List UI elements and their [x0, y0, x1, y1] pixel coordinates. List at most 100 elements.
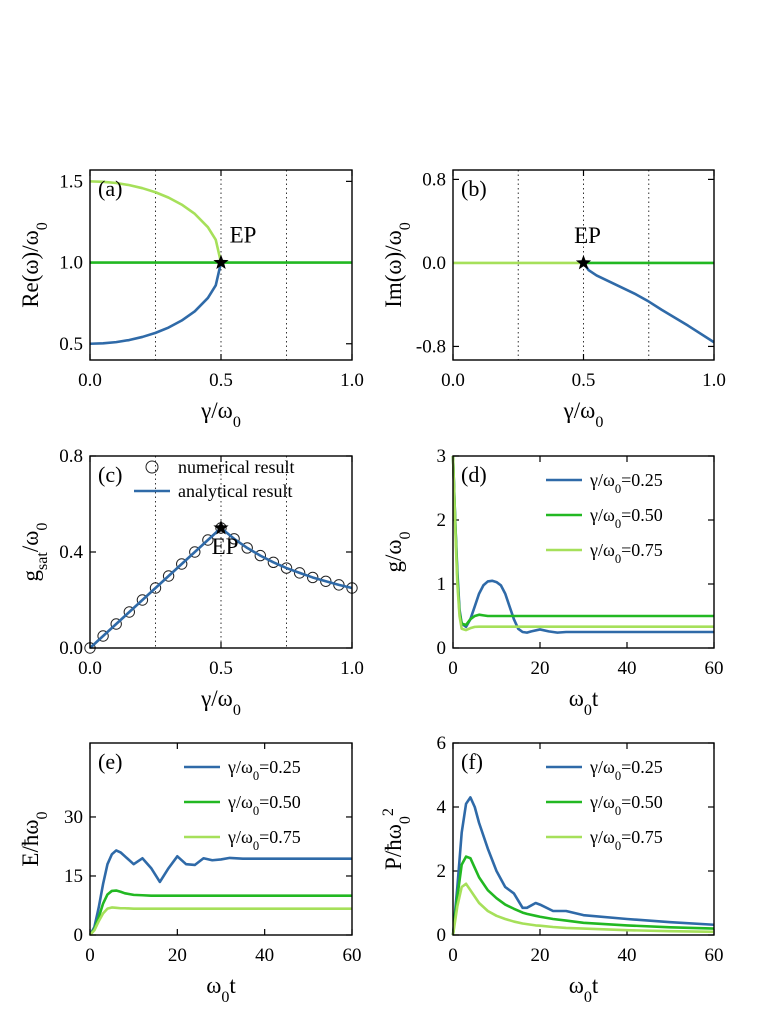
data-line	[451, 796, 715, 936]
x-tick-label: 1.0	[702, 370, 726, 391]
label-part: 0	[253, 804, 259, 818]
y-tick-label: 6	[437, 733, 447, 754]
x-tick-label: 0.0	[441, 370, 465, 391]
panel-label: (f)	[461, 749, 483, 774]
label-part: γ/ω	[200, 686, 233, 711]
data-line	[451, 455, 714, 627]
label-part: γ/ω	[589, 470, 615, 490]
label-part: γ/ω	[563, 398, 596, 423]
x-tick-label: 1.0	[340, 370, 364, 391]
label-part: γ/ω	[227, 792, 253, 812]
label-part: 0	[615, 839, 621, 853]
x-tick-label: 0.0	[78, 658, 102, 679]
ep-star	[213, 254, 229, 270]
label-part: =0.25	[621, 757, 663, 777]
legend-label: γ/ω0=0.75	[589, 827, 663, 853]
data-point	[241, 542, 253, 554]
legend-label: numerical result	[178, 457, 294, 477]
y-tick-label: 0.8	[59, 446, 83, 467]
x-tick-label: 0.5	[209, 658, 233, 679]
data-point	[307, 571, 319, 584]
data-point	[162, 570, 175, 582]
y-tick-label: -0.8	[416, 336, 446, 357]
label-part: γ/ω	[227, 827, 253, 847]
data-point	[254, 549, 266, 562]
y-tick-label: 0	[437, 638, 447, 659]
data-line	[582, 262, 715, 344]
x-tick-label: 0	[448, 658, 458, 679]
label-part: 0	[34, 222, 51, 230]
legend-label: γ/ω0=0.25	[589, 757, 663, 783]
y-tick-label: 0.0	[422, 253, 446, 274]
label-part: =0.50	[259, 792, 301, 812]
y-tick-label: 15	[64, 866, 83, 887]
label-part: analytical result	[178, 481, 292, 501]
x-tick-label: 60	[705, 658, 724, 679]
x-axis-label: γ/ω0	[200, 398, 241, 431]
data-line	[88, 849, 352, 936]
label-part: 0	[233, 702, 241, 719]
y-axis-label: P/ħω02	[380, 808, 414, 870]
data-point	[123, 606, 136, 618]
y-tick-label: 0	[437, 925, 447, 946]
data-point	[267, 556, 280, 569]
label-part: 0	[34, 811, 51, 819]
label-part: ω	[569, 686, 584, 711]
label-part: ω	[206, 973, 221, 998]
label-part: 0	[615, 482, 621, 496]
x-axis-label: γ/ω0	[200, 686, 241, 719]
label-part: /ω	[18, 531, 43, 553]
y-axis-label: E/ħω0	[18, 811, 51, 866]
label-part: 0	[584, 702, 592, 719]
data-point	[280, 562, 293, 574]
label-part: numerical result	[178, 457, 294, 477]
y-tick-label: 0	[74, 925, 84, 946]
label-part: t	[229, 973, 236, 998]
x-tick-label: 1.0	[340, 658, 364, 679]
data-point	[202, 534, 214, 546]
label-part: 0	[615, 804, 621, 818]
label-part: sat	[34, 552, 51, 570]
data-line	[88, 889, 352, 936]
label-part: 2	[380, 808, 397, 816]
label-part: 0	[397, 816, 414, 824]
plot-frame	[89, 169, 353, 361]
label-part: 0	[615, 552, 621, 566]
label-part: ω	[569, 973, 584, 998]
data-point	[189, 546, 201, 558]
data-line	[451, 882, 715, 936]
y-axis-label: Im(ω)/ω0	[381, 222, 414, 308]
label-part: g	[18, 569, 43, 581]
ep-label: EP	[574, 223, 601, 248]
label-part: 0	[221, 989, 229, 1006]
x-tick-label: 0	[448, 945, 458, 966]
data-line	[451, 455, 714, 634]
data-point	[110, 618, 122, 630]
legend-label: γ/ω0=0.75	[589, 540, 663, 566]
ep-label: EP	[212, 534, 239, 559]
label-part: =0.50	[621, 792, 663, 812]
data-line	[89, 180, 223, 263]
data-line	[89, 906, 352, 936]
x-tick-label: 0.5	[572, 370, 596, 391]
y-tick-label: 3	[437, 446, 447, 467]
label-part: γ/ω	[200, 398, 233, 423]
label-part: γ/ω	[589, 540, 615, 560]
y-axis-label: Re(ω)/ω0	[18, 222, 51, 308]
label-part: t	[592, 973, 599, 998]
data-point	[97, 630, 109, 642]
y-tick-label: 1	[437, 574, 447, 595]
x-axis-label: γ/ω0	[563, 398, 604, 431]
legend-label: γ/ω0=0.50	[227, 792, 301, 818]
ep-star	[575, 254, 592, 270]
y-axis-label: g/ω0	[381, 531, 414, 572]
legend-label: γ/ω0=0.50	[589, 505, 663, 531]
x-tick-label: 0	[85, 945, 95, 966]
panel-label: (d)	[461, 462, 487, 487]
label-part: 0	[253, 769, 259, 783]
label-part: 0	[595, 414, 603, 431]
data-point	[228, 533, 240, 545]
label-part: 0	[34, 523, 51, 531]
data-point	[293, 567, 306, 579]
